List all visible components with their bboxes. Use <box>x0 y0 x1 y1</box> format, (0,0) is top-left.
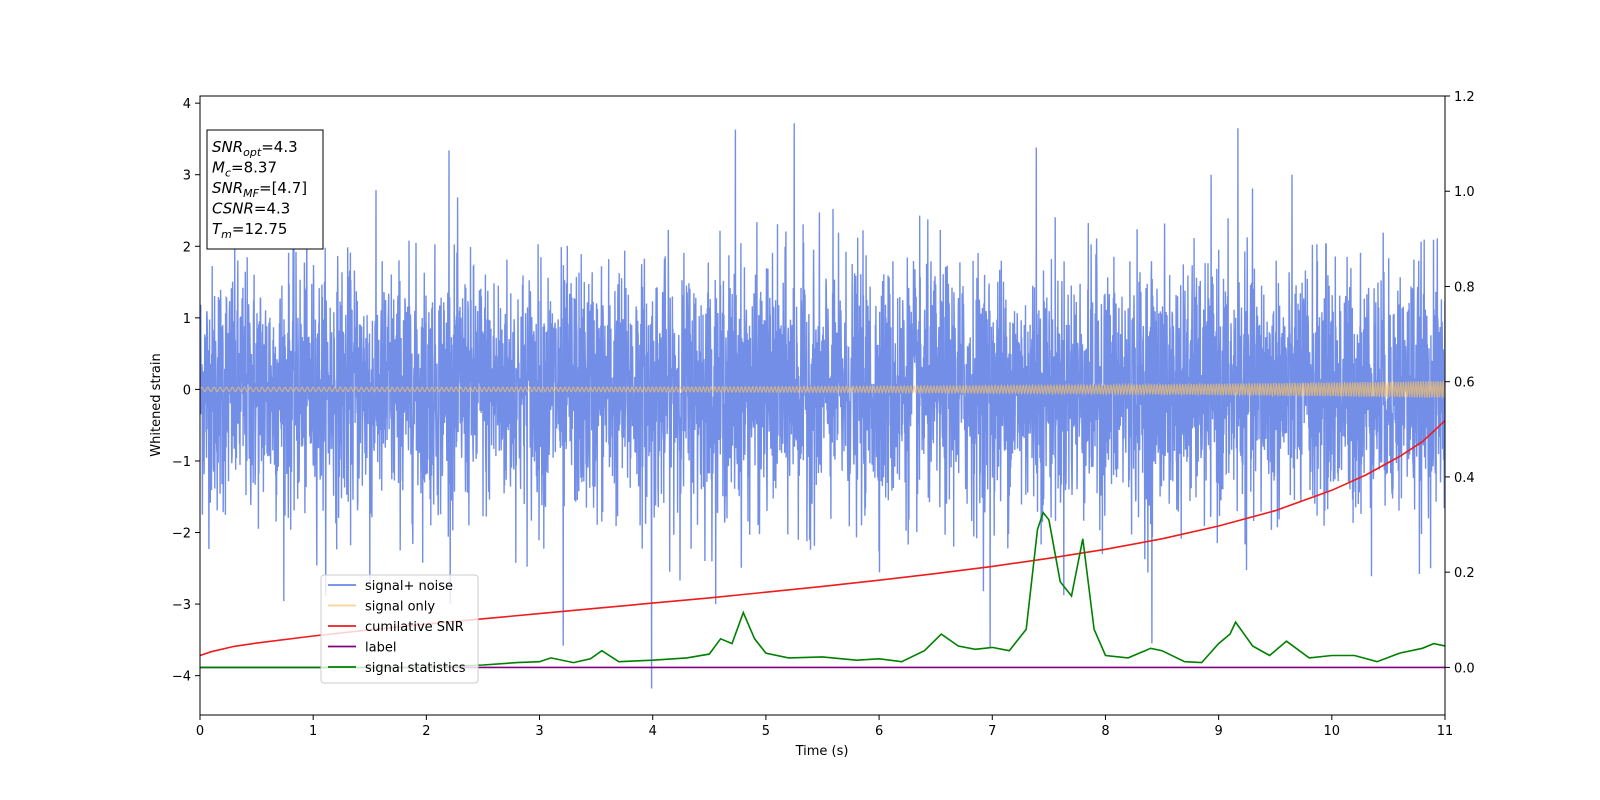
y-axis-label: Whitened strain <box>149 353 164 456</box>
x-tick-label: 11 <box>1437 724 1454 739</box>
y-right-tick-label: 0.0 <box>1454 661 1475 676</box>
legend-label: cumilative SNR <box>365 620 464 635</box>
annotation-line: CSNR=4.3 <box>212 200 290 218</box>
annotation-box-frame <box>206 129 324 250</box>
x-tick-label: 7 <box>988 724 996 739</box>
x-tick-label: 3 <box>535 724 543 739</box>
y-axis-left: −4 −3 −2 −1 0 1 2 3 4 <box>172 97 200 685</box>
y-left-tick-label: 0 <box>183 383 191 398</box>
y-right-tick-label: 0.8 <box>1454 280 1475 295</box>
x-tick-label: 8 <box>1101 724 1109 739</box>
annotation-line: Tm=12.75 <box>212 220 287 241</box>
y-right-tick-label: 1.0 <box>1454 185 1475 200</box>
plot-frame <box>199 95 1446 716</box>
annotation-line: SNRopt=4.3 <box>212 138 298 159</box>
x-tick-label: 1 <box>309 724 317 739</box>
x-tick-label: 4 <box>649 724 657 739</box>
annotation-line: Mc=8.37 <box>212 159 277 180</box>
x-tick-label: 9 <box>1214 724 1222 739</box>
x-tick-label: 2 <box>422 724 430 739</box>
y-left-tick-label: −3 <box>172 598 191 613</box>
legend-frame <box>320 574 479 684</box>
x-tick-label: 6 <box>875 724 883 739</box>
legend-label: signal+ noise <box>365 579 453 594</box>
y-right-tick-label: 0.6 <box>1454 376 1475 391</box>
y-left-tick-label: −2 <box>172 527 191 542</box>
y-left-tick-label: 4 <box>183 97 191 112</box>
x-tick-label: 10 <box>1324 724 1341 739</box>
y-left-tick-label: 1 <box>183 312 191 327</box>
x-tick-label: 5 <box>762 724 770 739</box>
series-line-signal-statistics <box>200 510 1445 669</box>
x-tick-label: 0 <box>196 724 204 739</box>
y-right-tick-label: 0.2 <box>1454 566 1475 581</box>
y-left-tick-label: 3 <box>183 169 191 184</box>
legend-label: label <box>365 641 396 656</box>
y-left-tick-label: −4 <box>172 670 191 685</box>
y-right-tick-label: 1.2 <box>1454 90 1475 105</box>
annotation-line: SNRMF=[4.7] <box>212 179 307 200</box>
x-axis: 0 1 2 3 4 5 6 7 8 9 10 11 <box>196 715 1453 739</box>
y-right-tick-label: 0.4 <box>1454 471 1475 486</box>
legend-label: signal statistics <box>365 661 466 676</box>
y-left-tick-label: −1 <box>172 455 191 470</box>
legend-label: signal only <box>365 600 435 615</box>
y-axis-right: 0.0 0.2 0.4 0.6 0.8 1.0 1.2 <box>1445 90 1475 676</box>
x-axis-label: Time (s) <box>795 744 849 759</box>
series-line-signal-only <box>200 379 1445 400</box>
y-left-tick-label: 2 <box>183 240 191 255</box>
legend: signal+ noise signal only cumilative SNR la… <box>320 574 479 684</box>
